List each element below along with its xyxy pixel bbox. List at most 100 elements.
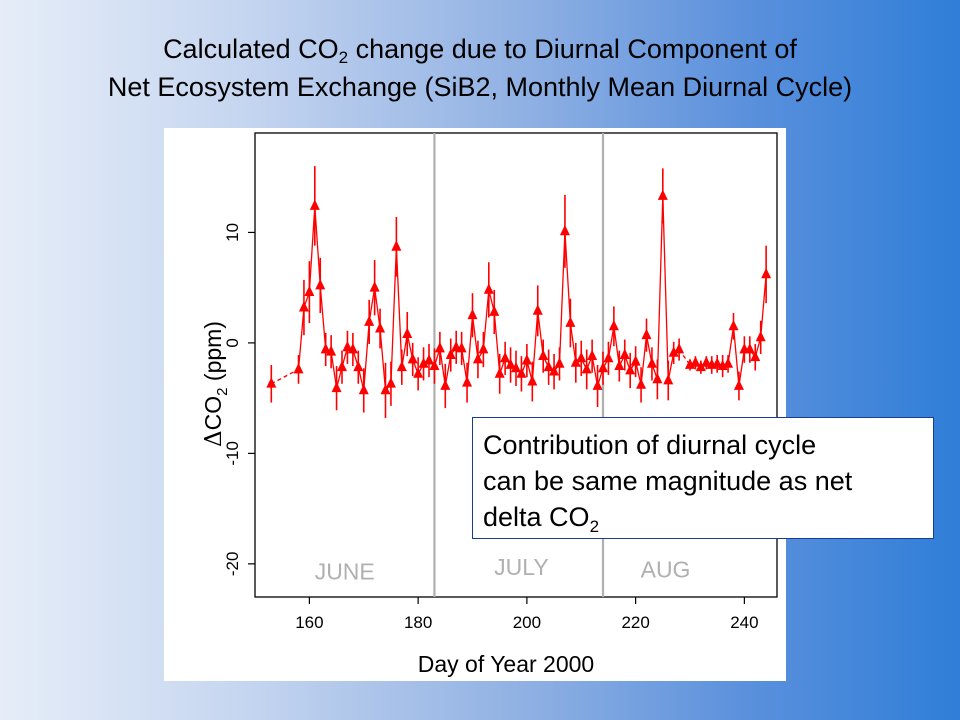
series-segment: [401, 333, 408, 368]
callout-subscript: 2: [589, 517, 600, 536]
series-segment: [330, 351, 338, 389]
data-point: [761, 267, 772, 279]
data-point: [565, 316, 576, 327]
data-point: [391, 240, 402, 251]
data-point: [511, 361, 521, 373]
series-segment: [564, 231, 572, 324]
data-point: [434, 341, 445, 353]
data-point: [598, 361, 608, 373]
data-point: [407, 352, 418, 364]
data-point: [701, 356, 712, 367]
data-point: [424, 354, 434, 365]
y-tick-label: -10: [223, 441, 242, 466]
series-segment: [537, 310, 544, 357]
data-point: [353, 360, 364, 372]
data-point: [472, 352, 483, 364]
series-segment: [319, 285, 327, 350]
data-point: [385, 377, 396, 388]
data-point: [298, 301, 309, 312]
series-segment: [732, 326, 740, 387]
month-label: JUNE: [315, 559, 375, 585]
series-segment: [314, 205, 321, 286]
callout-text: delta CO: [483, 502, 590, 532]
data-point: [358, 383, 369, 395]
series-segment: [466, 315, 474, 383]
data-point: [657, 189, 668, 200]
data-point: [603, 351, 614, 363]
series-segment: [656, 195, 664, 380]
y-axis-label-main: CO: [200, 396, 226, 431]
data-point: [608, 319, 619, 331]
series-segment: [591, 356, 599, 387]
series-segment: [569, 322, 577, 363]
data-point: [380, 383, 391, 395]
data-point: [625, 364, 636, 375]
data-point: [364, 315, 375, 326]
series-segment: [471, 315, 479, 360]
series-segment: [662, 195, 669, 381]
series-segment: [558, 231, 566, 364]
data-point: [690, 356, 701, 367]
series-segment: [439, 348, 446, 387]
data-point: [641, 328, 652, 340]
series-segment: [727, 326, 735, 364]
x-tick-label: 180: [404, 613, 432, 632]
title-subscript: 2: [338, 48, 349, 67]
data-point: [554, 357, 565, 368]
data-point: [445, 348, 456, 359]
x-tick-label: 240: [730, 613, 758, 632]
series-segment: [444, 354, 452, 387]
data-point: [744, 343, 755, 354]
data-point: [478, 343, 489, 354]
data-point: [614, 359, 625, 371]
data-point: [456, 341, 467, 353]
y-axis-label: ΔCO2 (ppm): [200, 321, 231, 447]
data-point: [304, 285, 315, 296]
data-point: [646, 357, 657, 368]
data-point: [559, 224, 570, 236]
data-point: [347, 343, 358, 354]
data-point: [663, 373, 674, 385]
data-point: [494, 367, 505, 378]
series-segment: [363, 321, 370, 391]
data-point: [266, 377, 277, 388]
co2-chart: JUNE JULY AUG 160 180 200 220 240 -20 -10 0 10 Da…: [200, 132, 778, 677]
data-point: [440, 379, 451, 390]
series-segment: [645, 335, 653, 365]
series-segment: [760, 274, 767, 338]
data-point: [630, 355, 641, 366]
data-point: [728, 319, 739, 331]
y-axis: -20 -10 0 10: [223, 223, 255, 576]
data-point: [375, 322, 386, 333]
data-point: [695, 360, 706, 372]
series-segment: [493, 311, 501, 374]
data-point: [505, 358, 516, 369]
data-point: [581, 362, 592, 374]
slide-title-line-2: Net Ecosystem Exchange (SiB2, Monthly Me…: [107, 72, 853, 102]
series-segment: [373, 287, 381, 329]
data-point: [418, 357, 429, 368]
slide-title-line-1: Calculated CO2 change due to Diurnal Com…: [0, 30, 960, 68]
series-segment: [613, 326, 620, 367]
data-point: [402, 327, 413, 338]
series-segment: [271, 368, 299, 385]
data-point: [315, 278, 326, 290]
data-point: [549, 365, 560, 376]
y-tick-label: -20: [223, 552, 242, 577]
series-segment: [395, 246, 403, 368]
data-point: [668, 346, 679, 357]
callout-line-2: can be same magnitude as net: [483, 466, 853, 496]
data-point: [413, 367, 424, 378]
data-point: [636, 378, 647, 389]
x-axis-label: Day of Year 2000: [418, 651, 594, 677]
annotation-callout: Contribution of diurnal cycle can be sam…: [472, 417, 934, 539]
data-point: [674, 343, 685, 354]
data-point: [483, 283, 494, 294]
title-text-b: change due to Diurnal Component of: [348, 34, 797, 64]
data-point: [755, 330, 766, 342]
series-segment: [640, 335, 648, 385]
data-point: [331, 381, 342, 393]
data-point: [723, 357, 734, 368]
data-point: [592, 379, 603, 390]
slide-title: Calculated CO2 change due to Diurnal Com…: [0, 30, 960, 106]
